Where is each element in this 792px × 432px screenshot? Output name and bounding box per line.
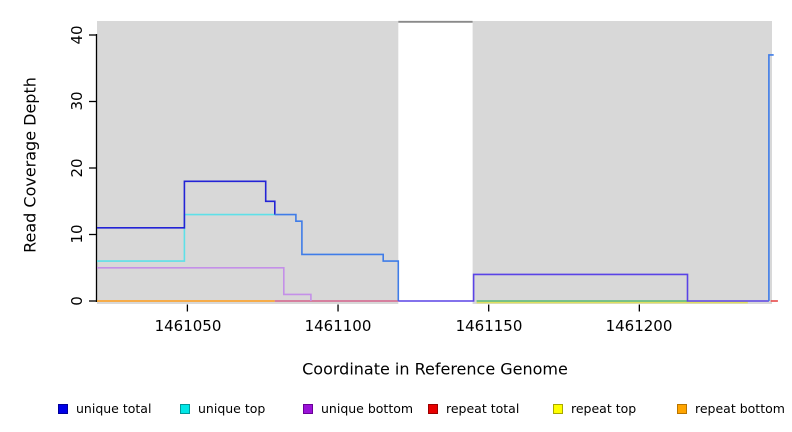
legend-swatch-unique-total-icon [58,403,68,414]
legend-swatch-unique-top-icon [180,403,190,414]
coverage-line-segment [97,213,275,262]
legend-label: repeat bottom [695,401,785,416]
coverage-line-segment [97,266,312,301]
y-tick-label: 10 [68,224,86,244]
panel-background-left [97,21,399,304]
legend-item-repeat-bottom: repeat bottom [677,401,785,416]
legend-item-unique-total: unique total [58,401,151,416]
panel-background-right [472,21,772,304]
legend-swatch-unique-bottom-icon [303,403,313,414]
x-axis-title: Coordinate in Reference Genome [302,359,568,379]
y-axis-title: Read Coverage Depth [20,77,40,253]
legend-item-repeat-total: repeat total [428,401,519,416]
y-tick-label: 20 [68,158,86,178]
y-tick-label: 0 [68,296,86,306]
coverage-line-segment [398,273,769,302]
y-tick-label: 30 [68,91,86,111]
coverage-line-segment [97,180,276,229]
legend-swatch-repeat-top-icon [553,403,563,414]
legend-label: unique bottom [321,401,414,416]
legend-label: repeat total [446,401,520,416]
legend-swatch-repeat-total-icon [428,403,438,414]
y-tick-label: 40 [68,25,86,45]
x-tick-label: 1461200 [605,317,673,335]
legend-label: unique top [198,401,266,416]
x-tick-label: 1461050 [154,317,222,335]
legend-label: repeat top [571,401,637,416]
legend-swatch-repeat-bottom-icon [677,403,687,414]
legend-label: unique total [76,401,152,416]
coverage-line-segment [768,54,774,301]
legend-item-unique-bottom: unique bottom [303,401,413,416]
coverage-line-segment [274,213,400,301]
x-tick-label: 1461100 [304,317,372,335]
legend-item-unique-top: unique top [180,401,265,416]
legend-item-repeat-top: repeat top [553,401,636,416]
x-tick-label: 1461150 [455,317,523,335]
